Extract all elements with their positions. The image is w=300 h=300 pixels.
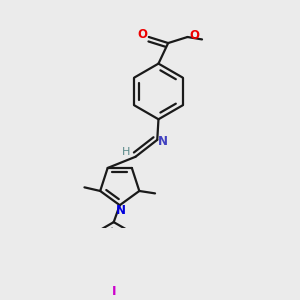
Text: I: I xyxy=(111,285,116,298)
Text: H: H xyxy=(122,147,130,158)
Text: N: N xyxy=(116,204,126,217)
Text: N: N xyxy=(158,135,168,148)
Text: O: O xyxy=(189,28,199,42)
Text: O: O xyxy=(138,28,148,40)
